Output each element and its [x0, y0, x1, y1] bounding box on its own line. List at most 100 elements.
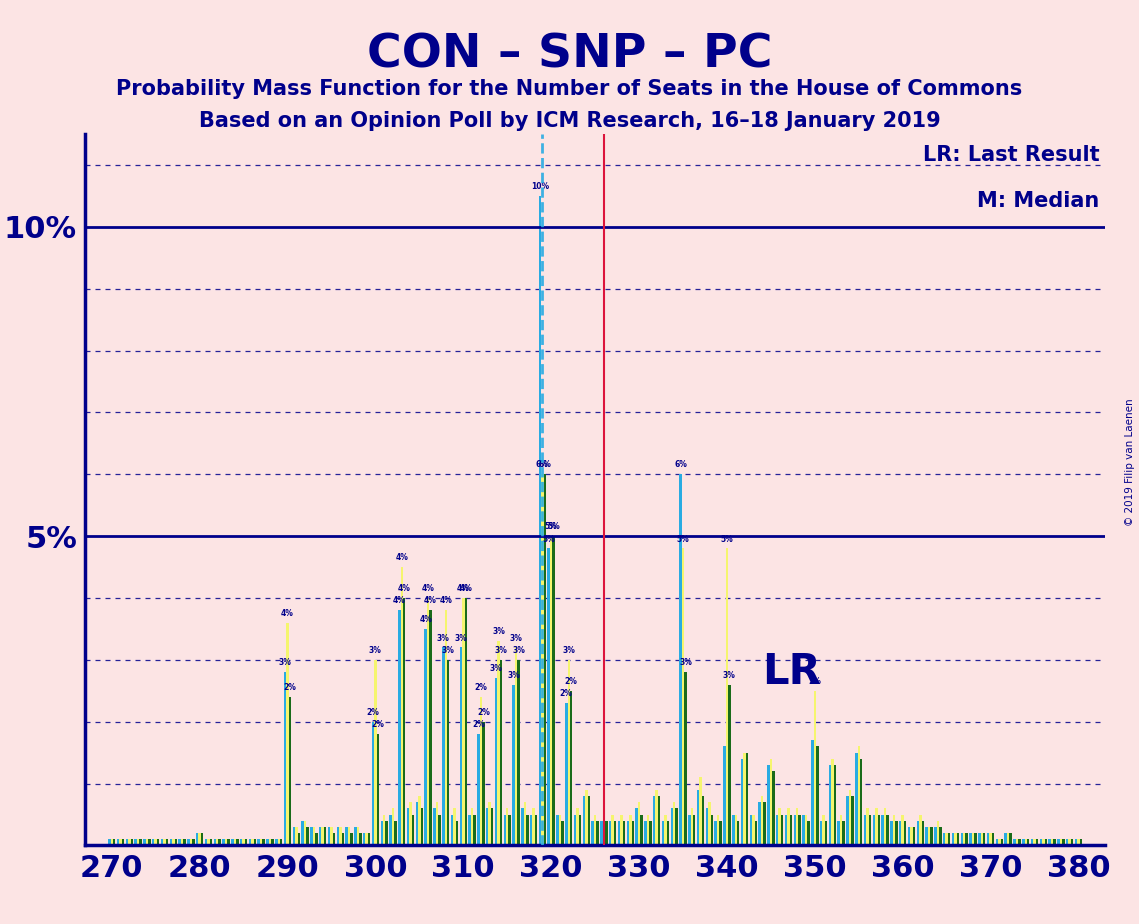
Bar	[337, 827, 339, 845]
Bar	[306, 827, 309, 845]
Bar	[636, 808, 638, 845]
Bar	[789, 815, 792, 845]
Bar	[778, 808, 781, 845]
Bar	[986, 833, 990, 845]
Bar	[319, 827, 321, 845]
Text: 3%: 3%	[279, 658, 292, 667]
Bar	[714, 821, 716, 845]
Bar	[726, 549, 728, 845]
Bar	[231, 839, 233, 845]
Bar	[179, 839, 181, 845]
Bar	[1016, 839, 1018, 845]
Bar	[262, 839, 265, 845]
Bar	[1077, 839, 1080, 845]
Bar	[858, 747, 860, 845]
Bar	[494, 678, 498, 845]
Bar	[210, 839, 212, 845]
Bar	[465, 598, 467, 845]
Bar	[515, 648, 517, 845]
Bar	[151, 839, 155, 845]
Bar	[872, 815, 875, 845]
Bar	[269, 839, 271, 845]
Bar	[513, 685, 515, 845]
Text: 2%: 2%	[560, 689, 573, 699]
Bar	[972, 833, 974, 845]
Bar	[330, 827, 333, 845]
Bar	[931, 827, 933, 845]
Bar	[1000, 839, 1003, 845]
Bar	[183, 839, 186, 845]
Bar	[576, 808, 579, 845]
Bar	[412, 815, 415, 845]
Bar	[122, 839, 124, 845]
Bar	[113, 839, 115, 845]
Text: 4%: 4%	[393, 596, 405, 605]
Bar	[548, 549, 550, 845]
Bar	[869, 815, 871, 845]
Bar	[131, 839, 133, 845]
Bar	[574, 815, 576, 845]
Bar	[228, 839, 230, 845]
Bar	[614, 821, 616, 845]
Bar	[761, 796, 763, 845]
Bar	[706, 808, 708, 845]
Bar	[480, 697, 482, 845]
Bar	[368, 833, 370, 845]
Bar	[954, 833, 957, 845]
Bar	[728, 685, 730, 845]
Bar	[919, 815, 921, 845]
Bar	[316, 833, 318, 845]
Bar	[427, 598, 429, 845]
Text: 4%: 4%	[424, 596, 437, 605]
Bar	[746, 753, 748, 845]
Text: 2%: 2%	[477, 708, 490, 717]
Bar	[737, 821, 739, 845]
Bar	[456, 821, 458, 845]
Bar	[1009, 833, 1011, 845]
Text: 2%: 2%	[809, 677, 821, 686]
Bar	[875, 808, 877, 845]
Bar	[820, 821, 822, 845]
Bar	[912, 827, 915, 845]
Bar	[260, 839, 262, 845]
Bar	[770, 759, 772, 845]
Bar	[139, 839, 142, 845]
Bar	[248, 839, 252, 845]
Bar	[1024, 839, 1027, 845]
Bar	[1075, 839, 1077, 845]
Bar	[1048, 839, 1051, 845]
Bar	[867, 808, 869, 845]
Bar	[1057, 839, 1059, 845]
Bar	[508, 815, 511, 845]
Bar	[1022, 839, 1024, 845]
Bar	[354, 827, 357, 845]
Bar	[893, 815, 895, 845]
Bar	[383, 815, 385, 845]
Bar	[233, 839, 236, 845]
Bar	[662, 821, 664, 845]
Bar	[666, 821, 669, 845]
Bar	[163, 839, 166, 845]
Bar	[682, 549, 685, 845]
Bar	[744, 753, 746, 845]
Text: 3%: 3%	[509, 634, 523, 642]
Bar	[699, 777, 702, 845]
Bar	[357, 827, 359, 845]
Text: CON – SNP – PC: CON – SNP – PC	[367, 32, 772, 78]
Bar	[442, 648, 444, 845]
Bar	[891, 821, 893, 845]
Bar	[1068, 839, 1071, 845]
Bar	[884, 808, 886, 845]
Bar	[816, 747, 819, 845]
Text: 2%: 2%	[284, 683, 296, 692]
Bar	[460, 648, 462, 845]
Bar	[532, 808, 535, 845]
Text: M: Median: M: Median	[977, 191, 1100, 211]
Bar	[1027, 839, 1030, 845]
Bar	[297, 833, 300, 845]
Bar	[945, 833, 948, 845]
Bar	[808, 821, 810, 845]
Bar	[155, 839, 157, 845]
Bar	[849, 790, 851, 845]
Bar	[380, 821, 383, 845]
